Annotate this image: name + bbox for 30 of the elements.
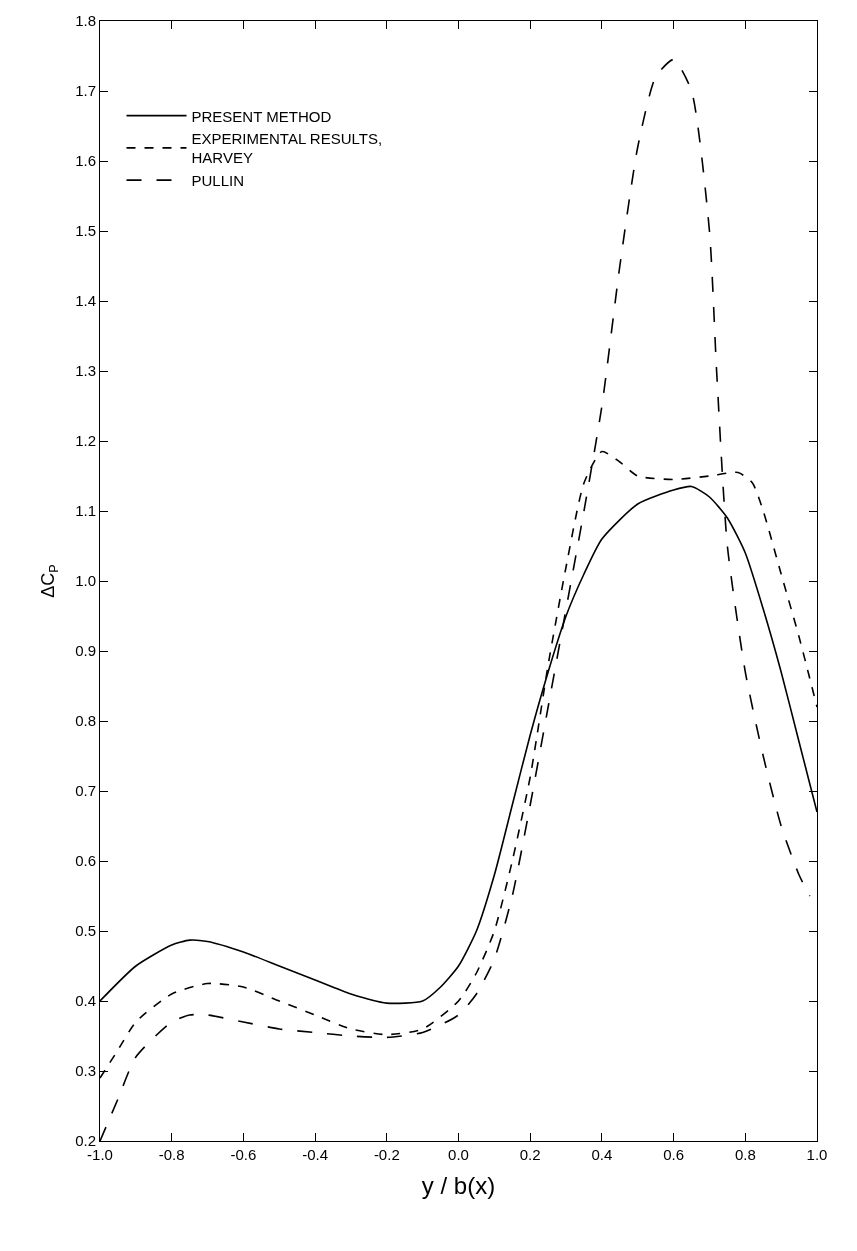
x-tick-label: -0.2 [373, 1146, 400, 1163]
x-tick-label: 1.0 [806, 1146, 828, 1163]
x-tick-label: 0.8 [734, 1146, 756, 1163]
y-tick-label: 1.5 [75, 222, 96, 240]
x-tick-label: -0.8 [158, 1146, 185, 1163]
x-tick-label: 0.4 [591, 1146, 613, 1163]
y-tick-label: 1.3 [75, 362, 96, 380]
legend-label: EXPERIMENTAL RESULTS, HARVEY [191, 130, 383, 167]
x-tick-label: -0.4 [302, 1146, 329, 1163]
y-tick-label: 1.0 [75, 572, 96, 590]
y-tick-label: 1.7 [75, 82, 96, 100]
y-tick-label: 0.3 [75, 1062, 96, 1080]
x-tick-label: 0.0 [448, 1146, 469, 1163]
legend-label: PULLIN [191, 172, 245, 189]
y-tick-label: 1.8 [75, 12, 96, 30]
y-tick-label: 1.4 [75, 292, 96, 310]
y-tick-label: 0.4 [75, 992, 96, 1010]
y-tick-label: 1.1 [75, 502, 96, 520]
y-tick-label: 1.2 [75, 432, 96, 450]
x-tick-label: 0.6 [663, 1146, 685, 1163]
y-tick-label: 0.9 [75, 642, 96, 660]
y-tick-label: 0.8 [75, 712, 96, 730]
y-tick-label: 0.5 [75, 922, 96, 940]
y-tick-label: 0.6 [75, 852, 96, 870]
x-tick-label: -0.6 [230, 1146, 257, 1163]
x-tick-label: 0.2 [519, 1146, 541, 1163]
y-tick-label: 1.6 [75, 152, 96, 170]
legend-label: PRESENT METHOD [191, 107, 332, 125]
y-tick-label: 0.7 [75, 782, 96, 800]
x-axis-title: y / b(x) [421, 1172, 496, 1200]
